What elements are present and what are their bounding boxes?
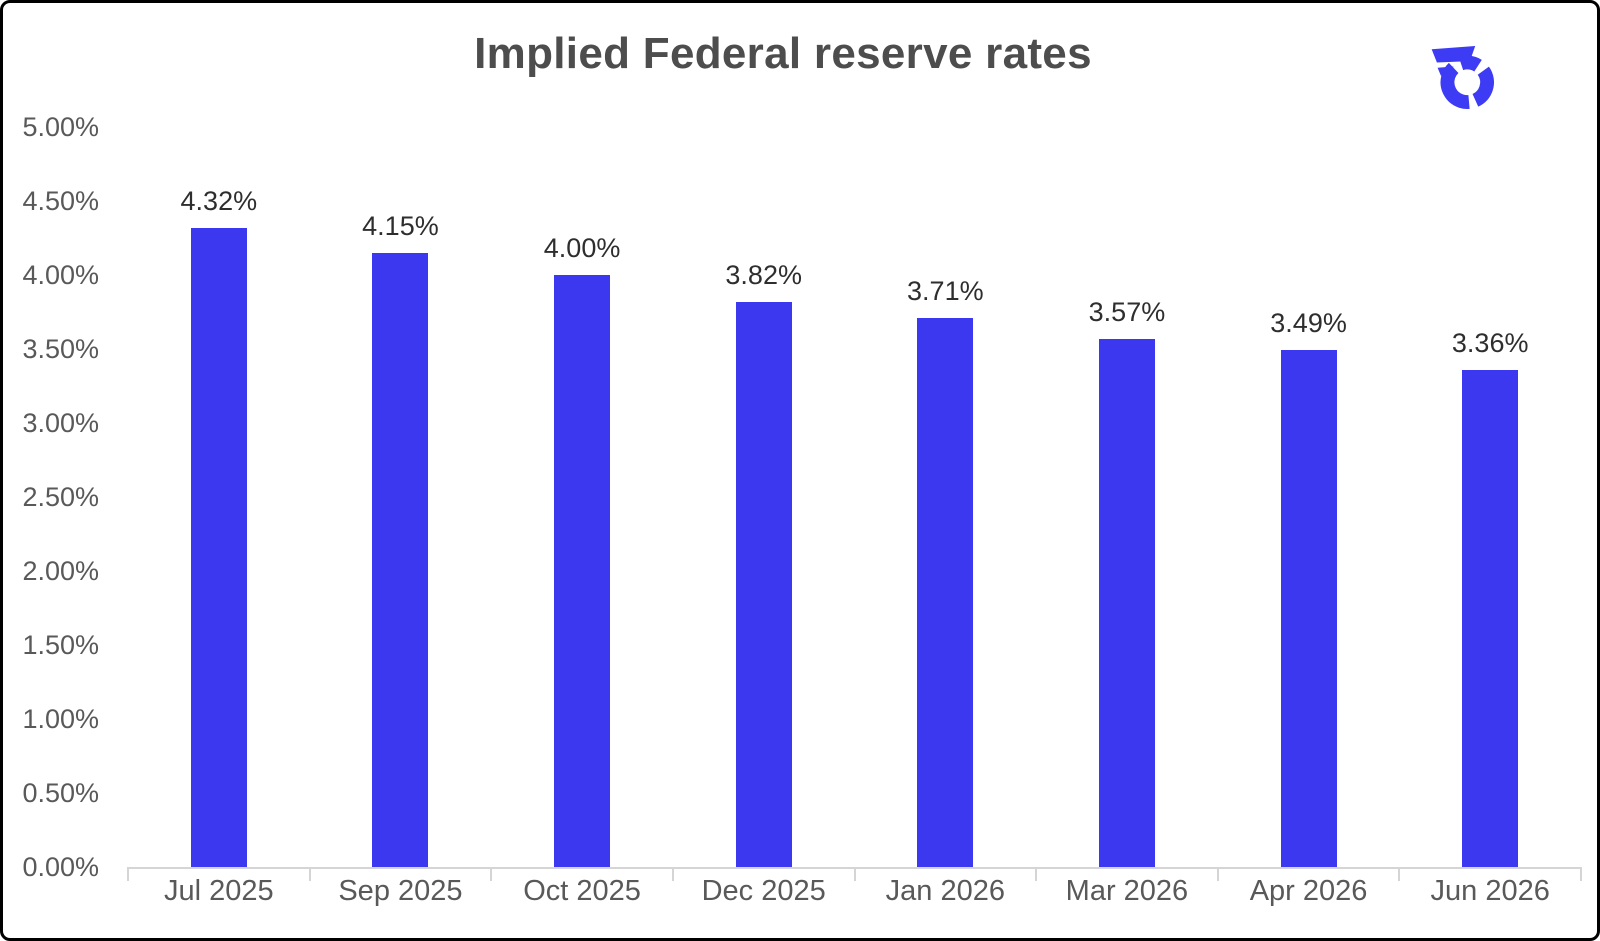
chart-title: Implied Federal reserve rates <box>474 29 1092 78</box>
bar <box>554 275 611 867</box>
bar <box>735 301 792 867</box>
x-axis-tick <box>1035 867 1038 881</box>
x-tick-label: Jul 2025 <box>163 875 274 907</box>
x-tick-label: Jun 2026 <box>1430 875 1550 907</box>
y-tick-label: 2.00% <box>22 556 99 586</box>
x-axis-tick <box>671 867 674 881</box>
bar <box>1462 369 1519 867</box>
bar-value-label: 3.36% <box>1451 327 1529 358</box>
bar-value-label: 4.32% <box>180 185 258 216</box>
bar-value-label: 3.57% <box>1088 296 1166 327</box>
bar <box>190 227 247 867</box>
bar-value-label: 4.15% <box>362 210 439 241</box>
bar <box>372 252 429 867</box>
x-tick-label: Dec 2025 <box>701 875 826 907</box>
bar <box>917 317 974 867</box>
y-tick-label: 0.50% <box>22 778 99 808</box>
y-tick-label: 3.50% <box>22 334 99 364</box>
x-axis-tick <box>1216 867 1219 881</box>
y-tick-label: 4.50% <box>22 186 99 216</box>
x-tick-label: Apr 2026 <box>1249 875 1368 907</box>
logo-wing <box>1431 45 1476 91</box>
y-tick-label: 3.00% <box>22 408 99 438</box>
y-tick-label: 1.00% <box>22 704 99 734</box>
bar-value-label: 3.71% <box>907 275 984 306</box>
y-tick-label: 4.00% <box>22 260 99 290</box>
bar-value-label: 4.00% <box>543 233 621 263</box>
x-axis-tick <box>1580 867 1582 881</box>
bar-value-label: 3.49% <box>1270 308 1347 339</box>
winged-wheel-logo-icon <box>1431 45 1495 110</box>
x-tick-label: Jan 2026 <box>885 875 1005 907</box>
y-tick-label: 5.00% <box>22 112 99 142</box>
y-tick-label: 1.50% <box>22 630 99 660</box>
x-axis-tick <box>308 867 311 881</box>
y-tick-label: 2.50% <box>22 482 99 512</box>
bar <box>1280 350 1337 867</box>
x-tick-label: Sep 2025 <box>338 875 463 907</box>
x-tick-label: Oct 2025 <box>523 875 641 907</box>
x-axis-tick <box>490 867 493 881</box>
bar <box>1098 338 1155 867</box>
x-axis-tick <box>127 867 129 881</box>
x-tick-label: Mar 2026 <box>1065 875 1189 907</box>
y-tick-label: 0.00% <box>22 852 99 882</box>
x-axis-tick <box>853 867 856 881</box>
bar-value-label: 3.82% <box>725 259 802 290</box>
x-axis-tick <box>1398 867 1401 881</box>
